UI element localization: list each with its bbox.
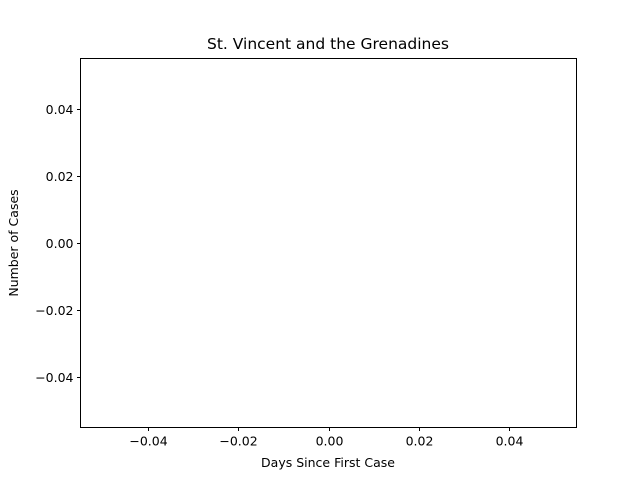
x-tick-label: −0.04 [129, 434, 167, 449]
y-tick-label: −0.02 [35, 303, 73, 318]
y-axis-label: Number of Cases [6, 189, 21, 296]
y-tick-label: 0.00 [46, 236, 74, 251]
y-axis: −0.04 −0.02 0.00 0.02 0.04 [35, 102, 81, 385]
x-tick-label: 0.02 [406, 434, 434, 449]
x-tick-label: −0.02 [219, 434, 257, 449]
y-tick-label: 0.02 [46, 169, 74, 184]
x-tick-label: 0.00 [316, 434, 344, 449]
chart-title: St. Vincent and the Grenadines [207, 35, 449, 53]
x-tick-label: 0.04 [496, 434, 524, 449]
x-axis-label: Days Since First Case [261, 455, 395, 470]
y-tick-label: −0.04 [35, 370, 73, 385]
plot-area [80, 58, 577, 428]
x-axis: −0.04 −0.02 0.00 0.02 0.04 [129, 427, 524, 449]
y-tick-label: 0.04 [46, 102, 74, 117]
